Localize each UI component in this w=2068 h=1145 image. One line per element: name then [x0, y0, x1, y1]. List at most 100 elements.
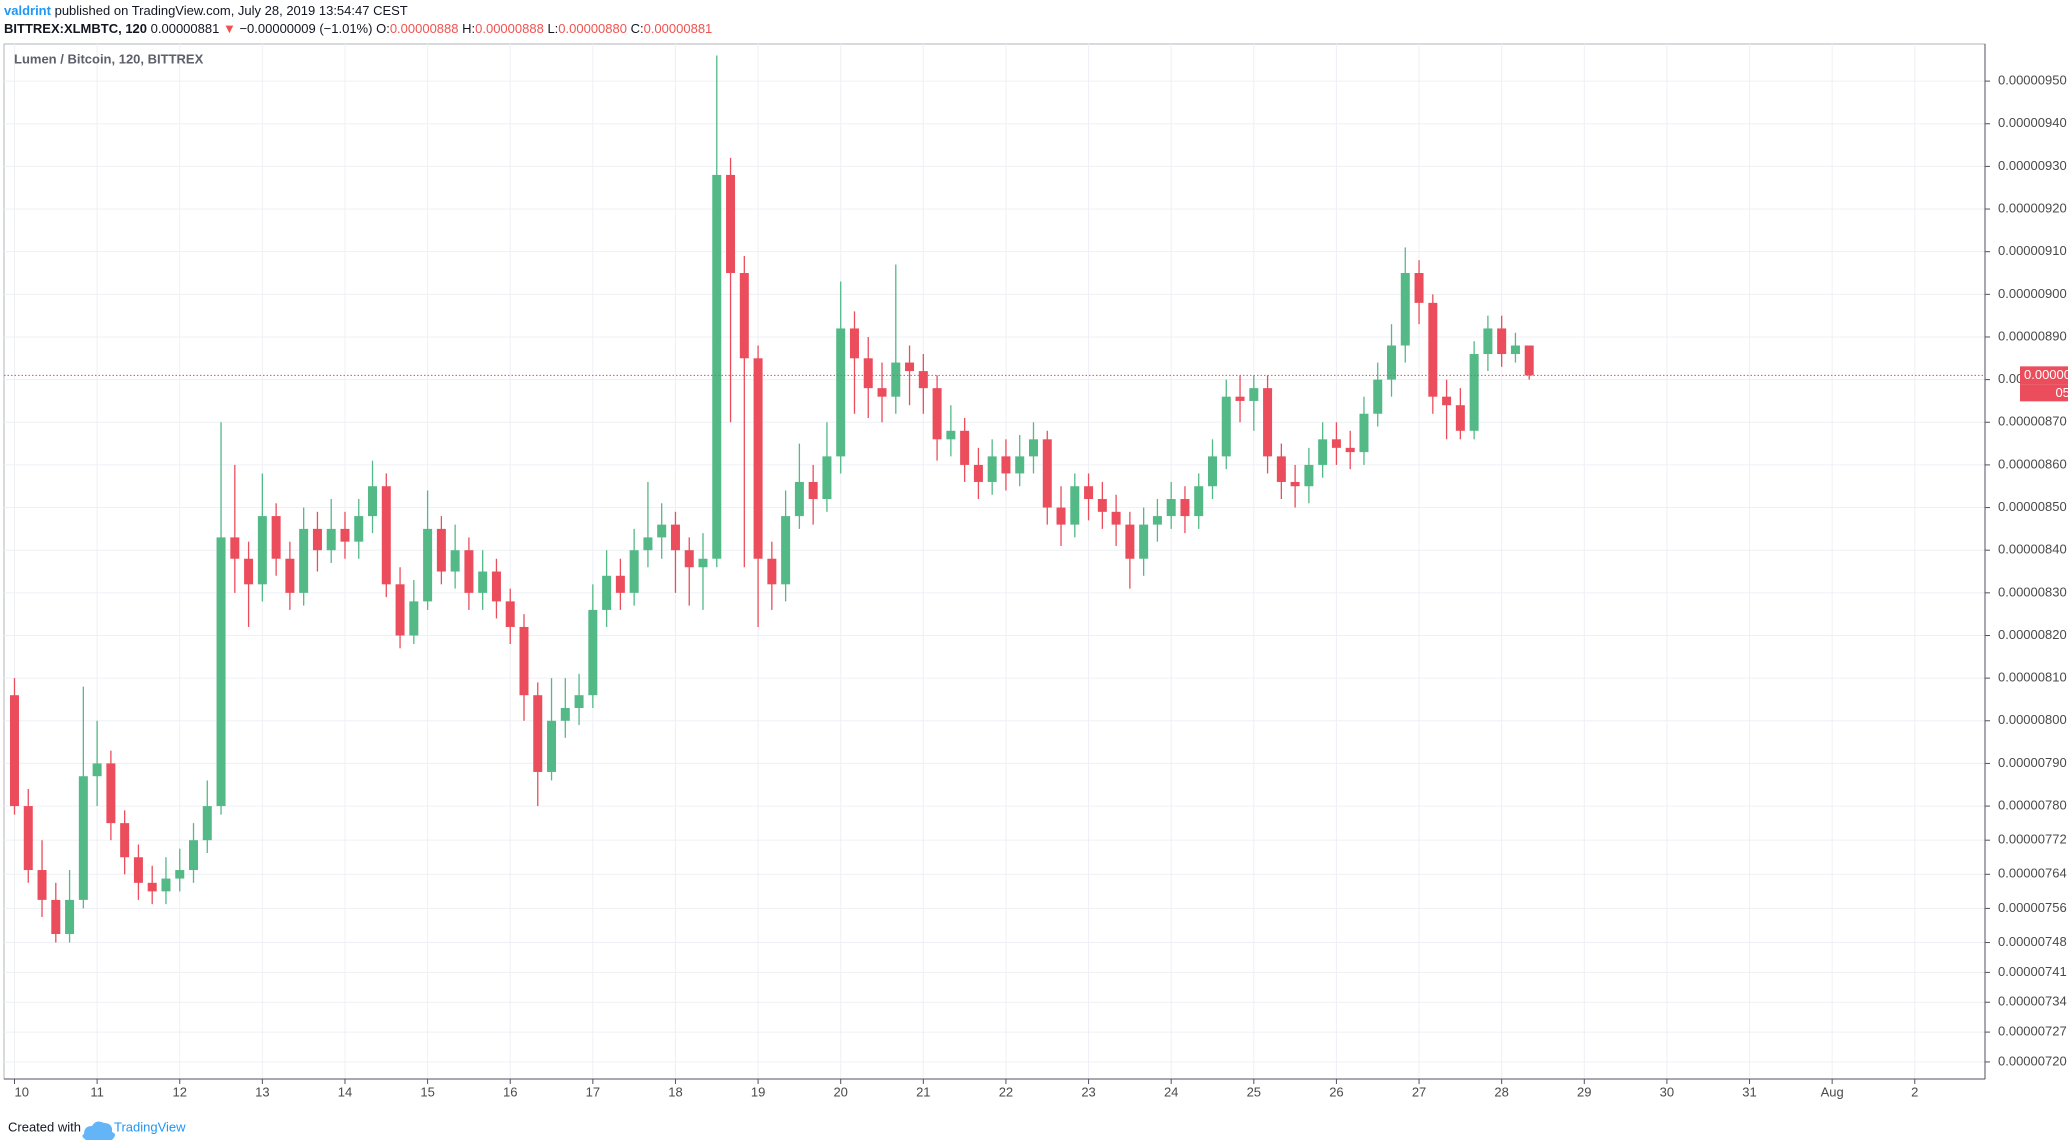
brand[interactable]: TradingView	[114, 1119, 186, 1134]
user[interactable]: valdrint	[4, 3, 52, 18]
candle-body	[478, 571, 488, 593]
candle-body	[767, 558, 777, 585]
candle-body	[602, 575, 612, 610]
candle-body	[1414, 273, 1424, 303]
candle-body	[381, 486, 391, 585]
candle-body	[670, 524, 680, 551]
y-tick-label: 0.00000890	[1998, 328, 2067, 343]
x-tick-label: 12	[173, 1084, 187, 1099]
candle-body	[863, 358, 873, 389]
candle-body	[960, 430, 970, 465]
candle-body	[1207, 456, 1217, 487]
x-tick-label: 31	[1742, 1084, 1756, 1099]
candle-body	[547, 720, 557, 772]
candle-body	[1483, 328, 1493, 355]
x-tick-label: 20	[833, 1084, 847, 1099]
candle-body	[244, 558, 254, 585]
published: published on TradingView.com, July 28, 2…	[55, 3, 408, 18]
y-tick-label: 0.00000800	[1998, 712, 2067, 727]
candle-body	[450, 550, 460, 572]
arrow: ▼	[223, 21, 236, 36]
candle-body	[877, 388, 887, 397]
y-tick-label: 0.00000920	[1998, 200, 2067, 215]
candle-body	[519, 626, 529, 696]
candle-body	[849, 328, 859, 359]
h-label: H:	[462, 21, 475, 36]
candle-body	[533, 695, 543, 772]
candle-body	[1139, 524, 1149, 559]
candle-body	[189, 840, 199, 871]
candle-body	[987, 456, 997, 482]
candle-body	[1125, 524, 1135, 559]
y-tick-label: 0.00000734	[1998, 994, 2067, 1009]
candle-body	[698, 558, 708, 568]
candle-body	[1304, 464, 1314, 487]
candle-body	[808, 481, 818, 500]
y-tick-label: 0.00000830	[1998, 584, 2067, 599]
x-tick-label: 18	[668, 1084, 682, 1099]
y-tick-label: 0.00000870	[1998, 414, 2067, 429]
y-tick-label: 0.00000850	[1998, 499, 2067, 514]
candle-body	[354, 516, 364, 542]
candle-body	[436, 528, 446, 572]
last: 0.00000881	[151, 21, 220, 36]
candle-body	[409, 601, 419, 636]
candle-body	[92, 763, 102, 777]
x-tick-label: 28	[1494, 1084, 1508, 1099]
last-price-box	[2020, 366, 2068, 385]
x-tick-label: 30	[1660, 1084, 1674, 1099]
y-tick-label: 0.00000780	[1998, 798, 2067, 813]
candle-body	[932, 388, 942, 440]
candle-body	[23, 806, 33, 871]
x-tick-label: 27	[1412, 1084, 1426, 1099]
y-tick-label: 0.00000900	[1998, 286, 2067, 301]
candle-body	[175, 870, 185, 879]
candle-body	[271, 516, 281, 559]
created-with: Created with	[8, 1119, 81, 1134]
candle-body	[340, 528, 350, 542]
candle-body	[1166, 499, 1176, 517]
candle-body	[836, 328, 846, 457]
candle-body	[684, 550, 694, 568]
x-tick-label: 15	[420, 1084, 434, 1099]
candle-body	[326, 528, 336, 551]
candle-body	[1194, 486, 1204, 517]
candle-body	[216, 537, 226, 807]
candle-body	[918, 371, 928, 389]
x-tick-label: 10	[14, 1084, 28, 1099]
countdown-box	[2020, 384, 2068, 402]
symbol: BITTREX:XLMBTC, 120	[4, 21, 147, 36]
candle-body	[51, 899, 61, 935]
c-value: 0.00000881	[644, 21, 713, 36]
candle-body	[106, 763, 116, 824]
l-label: L:	[547, 21, 558, 36]
y-tick-label: 0.00000950	[1998, 73, 2067, 88]
candle-body	[1387, 345, 1397, 380]
y-tick-label: 0.00000764	[1998, 866, 2067, 881]
y-tick-label: 0.00000910	[1998, 243, 2067, 258]
candle-body	[120, 823, 130, 858]
candle-body	[1235, 396, 1245, 401]
x-tick-label: 14	[338, 1084, 352, 1099]
candle-body	[9, 695, 19, 807]
x-tick-label: 26	[1329, 1084, 1343, 1099]
y-tick-label: 0.00000790	[1998, 755, 2067, 770]
x-tick-label: 19	[751, 1084, 765, 1099]
candle-body	[1097, 499, 1107, 512]
candle-body	[629, 550, 639, 593]
candle-body	[973, 464, 983, 482]
candle-body	[1400, 273, 1410, 346]
x-tick-label: 25	[1247, 1084, 1261, 1099]
candle-body	[133, 857, 143, 883]
candle-body	[1084, 486, 1094, 500]
candle-body	[423, 528, 433, 602]
candle-body	[905, 362, 915, 372]
x-tick-label: Aug	[1821, 1084, 1844, 1099]
candle-body	[395, 584, 405, 636]
x-tick-label: 13	[255, 1084, 269, 1099]
candle-body	[753, 358, 763, 559]
candle-body	[37, 870, 47, 900]
h-value: 0.00000888	[475, 21, 544, 36]
chart-title: Lumen / Bitcoin, 120, BITTREX	[14, 51, 204, 66]
